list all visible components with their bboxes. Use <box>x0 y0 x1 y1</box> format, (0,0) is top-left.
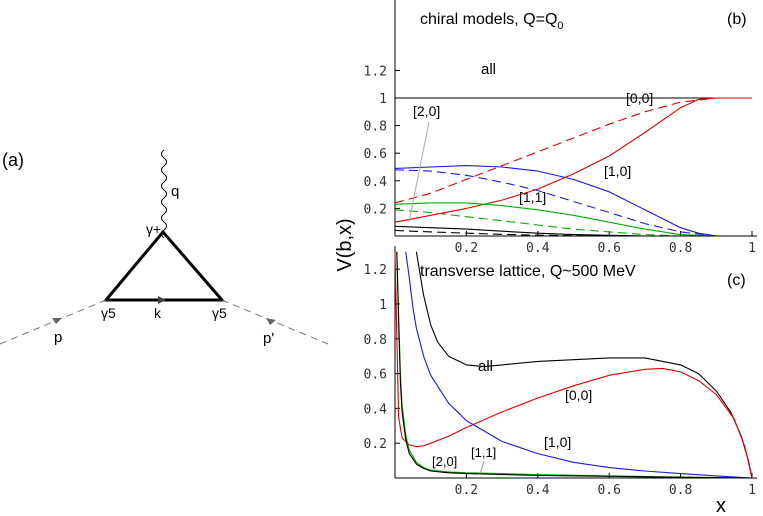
loop-momentum-label: k <box>154 305 162 321</box>
curve-label-1-1-c: [1,1] <box>471 445 496 460</box>
x-tick-label-b-4: 1 <box>748 241 756 256</box>
y-tick-label-b-2: 0.6 <box>364 147 387 162</box>
panel-label-b: (b) <box>727 11 747 28</box>
outgoing-arrow <box>266 318 276 325</box>
x-tick-label-b-2: 0.6 <box>597 241 620 256</box>
y-tick-label-c-0: 0.2 <box>364 437 387 452</box>
series-group-b <box>394 97 752 237</box>
y-tick-label-b-1: 0.4 <box>364 175 388 190</box>
series-line-c-2-0 <box>396 251 753 479</box>
series-line-c-1-0 <box>405 251 753 479</box>
curve-label-0-0-c: [0,0] <box>565 387 592 403</box>
x-tick-label-c-2: 0.6 <box>597 483 620 498</box>
series-line-b-0-0 <box>394 97 752 223</box>
series-line-b-1-1-dashed <box>394 209 752 237</box>
curve-label-all-b: all <box>481 61 496 78</box>
feynman-diagram: (a) q γ+ γ5 γ5 k p p' <box>0 149 329 347</box>
chart-panel-transverse-lattice: 0.2 0.4 0.6 0.8 1 0.2 0.4 0.6 0.8 1 1.2 transverse… <box>364 246 757 498</box>
y-axis-label: V(b,x) <box>334 218 356 271</box>
x-tick-label-b-3: 0.8 <box>669 241 692 256</box>
loop-arrow <box>158 296 166 304</box>
panel-label-c: (c) <box>727 272 746 289</box>
x-axis-label: x <box>716 495 726 516</box>
title-b: chiral models, Q=Q0 <box>420 11 564 32</box>
chart-panel-chiral-models: 0.2 0.4 0.6 0.8 1 0.2 0.4 0.6 0.8 1 1.2 chiral mod… <box>364 0 757 256</box>
title-b-main: chiral models, Q=Q <box>420 11 557 28</box>
y-tick-label-c-5: 1.2 <box>364 263 387 278</box>
x-tick-label-b-0: 0.2 <box>455 241 478 256</box>
curve-label-1-1-b: [1,1] <box>519 189 546 205</box>
series-line-b-2-0-dashed <box>394 229 752 237</box>
photon-momentum-label: q <box>171 183 179 200</box>
pointer-2-0-b <box>408 121 430 223</box>
x-tick-label-c-1: 0.4 <box>526 483 550 498</box>
incoming-momentum-label: p <box>54 329 62 346</box>
outgoing-momentum-label: p' <box>263 330 274 347</box>
x-tick-label-b-1: 0.4 <box>526 241 550 256</box>
curve-label-all-c: all <box>478 358 493 375</box>
y-tick-label-b-4: 1 <box>379 92 387 107</box>
series-line-c-all <box>415 251 753 479</box>
outgoing-proton-line <box>221 299 329 345</box>
series-group-c <box>394 251 753 479</box>
series-line-b-1-0 <box>394 165 752 237</box>
y-tick-label-c-3: 0.8 <box>364 333 387 348</box>
y-tick-label-c-2: 0.6 <box>364 368 387 383</box>
series-line-b-1-1 <box>394 202 752 237</box>
pointer-1-1-c <box>479 460 485 475</box>
diagram-panel-label: (a) <box>2 150 24 170</box>
incoming-proton-line <box>0 299 107 345</box>
tick-group-b: 0.2 0.4 0.6 0.8 1 0.2 0.4 0.6 0.8 1 1.2 <box>364 64 756 256</box>
y-tick-label-b-3: 0.8 <box>364 120 387 135</box>
x-tick-label-c-3: 0.8 <box>669 483 692 498</box>
x-tick-label-c-0: 0.2 <box>455 483 478 498</box>
y-tick-label-b-5: 1.2 <box>364 64 387 79</box>
tick-group-c: 0.2 0.4 0.6 0.8 1 0.2 0.4 0.6 0.8 1 1.2 <box>364 263 756 498</box>
title-c: transverse lattice, Q~500 MeV <box>420 263 636 280</box>
y-tick-label-b-0: 0.2 <box>364 202 387 217</box>
incoming-arrow <box>52 318 62 324</box>
y-tick-label-c-1: 0.4 <box>364 402 388 417</box>
photon-line <box>161 149 167 239</box>
y-tick-label-c-4: 1 <box>379 298 387 313</box>
series-line-b-0-0-dashed <box>394 97 752 204</box>
vertex-top-label: γ+ <box>146 221 161 237</box>
vertex-right-label: γ5 <box>212 305 227 321</box>
title-b-subscript: 0 <box>557 20 563 32</box>
curve-label-1-0-c: [1,0] <box>544 434 571 450</box>
loop-triangle <box>102 229 226 302</box>
x-tick-label-c-4: 1 <box>748 483 756 498</box>
curve-label-2-0-c: [2,0] <box>432 454 457 469</box>
series-line-c-0-0 <box>394 251 753 479</box>
series-line-c-1-1 <box>396 251 753 479</box>
vertex-left-label: γ5 <box>101 305 116 321</box>
curve-label-1-0-b: [1,0] <box>604 163 631 179</box>
curve-label-2-0-b: [2,0] <box>413 103 440 119</box>
series-line-b-2-0 <box>394 225 752 237</box>
series-line-b-1-0-dashed <box>394 169 752 237</box>
curve-label-0-0-b: [0,0] <box>626 90 653 106</box>
